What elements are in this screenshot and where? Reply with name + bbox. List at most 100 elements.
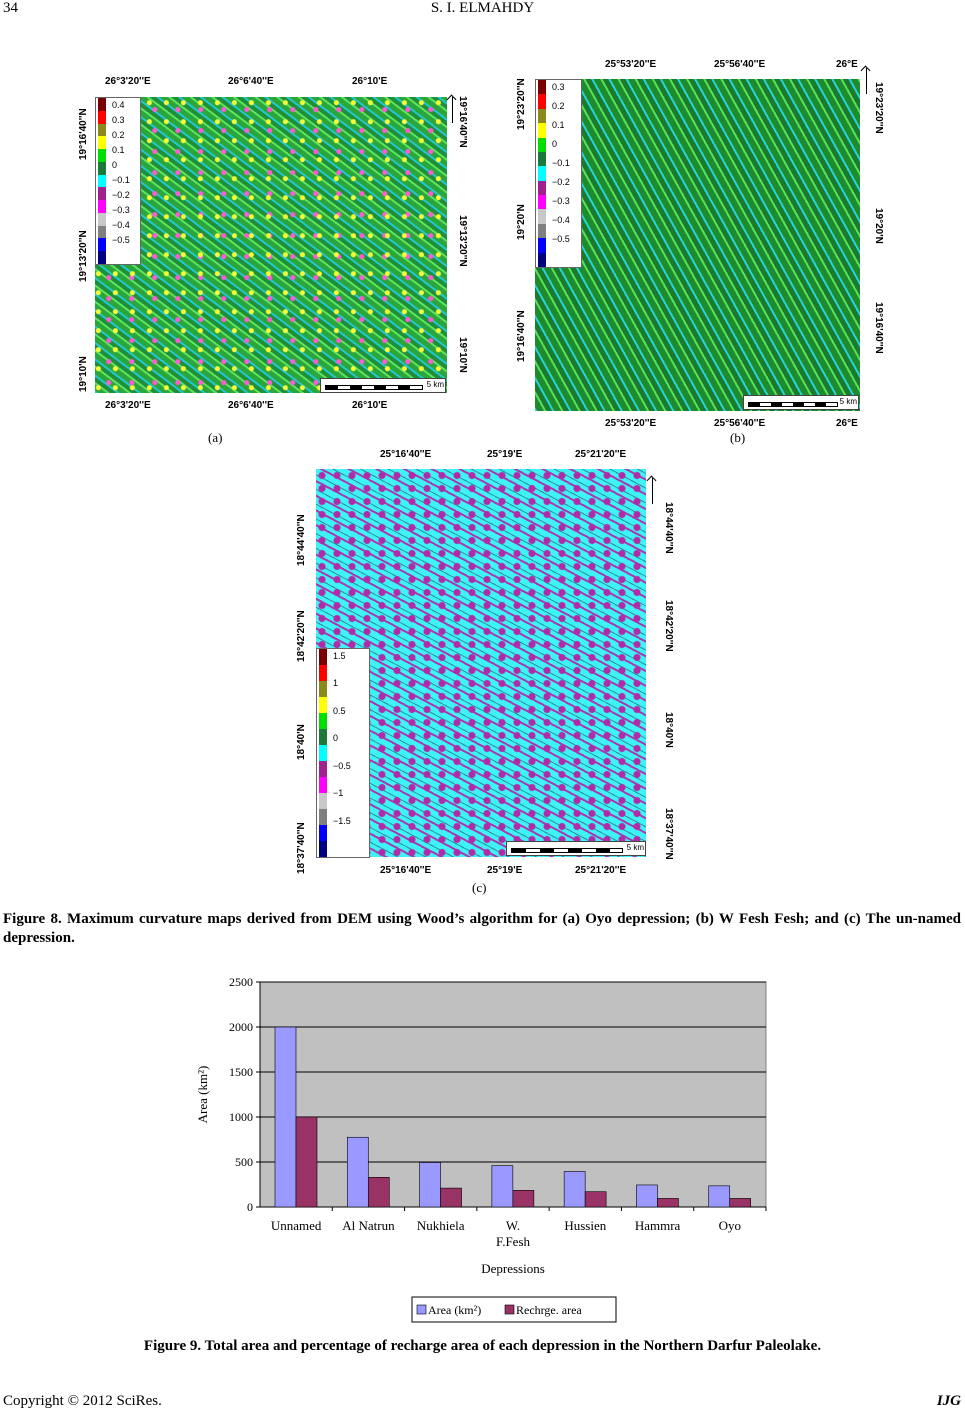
map-b-scale-label: 5 km: [839, 397, 857, 406]
legend-entry: −0.4: [96, 220, 140, 232]
legend-value-label: 0: [112, 160, 118, 170]
legend-value-label: 0.3: [112, 115, 125, 125]
map-b-right-lat-1: 19°23'20''N: [873, 82, 884, 134]
map-c-left-lat-3: 18°40'N: [296, 724, 307, 760]
figure-9-bar-chart: 0 500 1000 1500 2000 2500 Unnamed Al Natrun Nukh…: [195, 975, 767, 1323]
legend-value-label: 0.1: [112, 145, 125, 155]
legend-entry: −0.3: [536, 196, 581, 208]
legend-value-label: 0.5: [333, 705, 346, 716]
legend-value-label: −0.2: [112, 190, 130, 200]
curvature-map-c: [316, 469, 646, 857]
legend-entry: 0.2: [536, 101, 581, 113]
map-b-bottom-lon-1: 25°53'20''E: [605, 418, 657, 429]
legend-value-label: 0.3: [552, 82, 565, 92]
map-a-left-lat-1: 19°16'40''N: [78, 108, 89, 160]
bar: [367, 1177, 390, 1208]
bar: [346, 1136, 369, 1208]
map-a-top-lon-3: 26°10'E: [352, 76, 388, 87]
legend-entry: −0.5: [536, 234, 581, 246]
legend-entry: −0.4: [536, 215, 581, 227]
map-b-right-lat-3: 19°16'40''N: [873, 302, 884, 354]
legend-swatch: [98, 136, 106, 150]
map-b-left-lat-1: 19°23'20''N: [516, 78, 527, 130]
map-b-left-lat-3: 19°16'40''N: [516, 310, 527, 362]
legend-swatch: [319, 841, 327, 857]
map-a-right-lat-3: 19°10'N: [457, 337, 468, 373]
legend-value-label: −0.5: [552, 234, 570, 244]
legend-value-label: 1.5: [333, 651, 346, 661]
bar: [512, 1190, 535, 1208]
legend-value-label: −0.4: [552, 215, 570, 225]
map-a-bottom-lon-3: 26°10'E: [352, 400, 388, 411]
legend-swatch: [538, 94, 546, 109]
legend-swatch: [504, 1304, 515, 1315]
bar: [295, 1116, 318, 1208]
legend-entry: 0.1: [536, 120, 581, 132]
legend-value-label: 1: [333, 678, 339, 689]
legend-value-label: 0: [552, 139, 558, 149]
legend-entry: 0.3: [536, 82, 581, 94]
legend-swatch: [538, 166, 546, 181]
legend-entry: 0.3: [96, 115, 140, 127]
legend-swatch: [538, 108, 546, 124]
legend-label: Area (km²): [428, 1303, 481, 1317]
x-tick-label: Oyo: [719, 1218, 741, 1233]
map-b-scale-bar: 5 km: [743, 395, 859, 410]
map-a-scale-bar: 5 km: [320, 378, 446, 393]
legend-swatch: [538, 180, 546, 196]
legend-entry: 0.5: [317, 705, 369, 718]
map-b-top-lon-3: 26°E: [836, 59, 858, 70]
legend-entry: 0: [96, 160, 140, 172]
bar: [657, 1198, 679, 1208]
legend-value-label: −1.5: [333, 815, 351, 826]
legend-value-label: −0.2: [552, 177, 570, 187]
y-tick-label: 1000: [229, 1110, 253, 1124]
map-c-scale-label: 5 km: [626, 843, 644, 852]
legend-entry: −0.1: [96, 175, 140, 187]
legend-swatch: [98, 123, 106, 137]
bar: [563, 1171, 586, 1208]
north-arrow-icon: [652, 478, 653, 504]
legend-swatch: [538, 223, 546, 239]
legend-swatch: [319, 681, 327, 697]
legend-swatch: [319, 777, 327, 793]
map-b-legend: 0.3 0.2 0.1 0 −0.1 −0.2 −0.3 −0.4 −0.5: [535, 79, 582, 268]
x-tick-label: Al Natrun: [342, 1218, 395, 1233]
legend-swatch: [319, 697, 327, 713]
legend-swatch: [319, 713, 327, 729]
legend-swatch: [538, 80, 546, 95]
legend-value-label: −1: [333, 788, 344, 799]
map-c-top-lon-1: 25°16'40''E: [380, 449, 432, 460]
legend-value-label: −0.4: [112, 220, 130, 230]
legend-swatch: [98, 98, 106, 111]
x-tick-label: W.: [506, 1218, 520, 1233]
map-c-left-lat-1: 18°44'40''N: [296, 514, 307, 566]
legend-value-label: 0.2: [552, 101, 565, 111]
legend-label: Rechrge. area: [516, 1303, 582, 1317]
bar: [440, 1187, 462, 1208]
north-arrow-icon: [452, 97, 453, 123]
bar: [584, 1191, 607, 1208]
map-c-right-lat-2: 18°42'20''N: [663, 600, 674, 652]
legend-swatch: [98, 149, 106, 162]
map-c-left-lat-2: 18°42'20''N: [296, 610, 307, 662]
legend-entry: −1.5: [317, 815, 369, 828]
legend-swatch: [319, 649, 327, 665]
legend-value-label: 0.4: [112, 100, 125, 110]
scale-bar-graphic: [325, 385, 423, 390]
map-b-label: (b): [730, 430, 746, 445]
legend-value-label: 0.1: [552, 120, 565, 130]
map-a-scale-label: 5 km: [426, 380, 444, 389]
x-tick-label: Hammra: [635, 1218, 681, 1233]
legend-entry: 0.2: [96, 130, 140, 142]
legend-value-label: −0.5: [333, 760, 351, 771]
map-a-top-lon-2: 26°6'40''E: [228, 76, 274, 87]
map-c-left-lat-4: 18°37'40''N: [296, 822, 307, 874]
scale-bar-graphic: [511, 848, 623, 853]
legend-swatch: [98, 161, 106, 175]
map-b-bottom-lon-2: 25°56'40''E: [714, 418, 766, 429]
legend-entry: −0.2: [96, 190, 140, 202]
bar: [419, 1162, 441, 1208]
y-tick-label: 0: [247, 1200, 253, 1214]
x-tick-label: Hussien: [564, 1218, 606, 1233]
